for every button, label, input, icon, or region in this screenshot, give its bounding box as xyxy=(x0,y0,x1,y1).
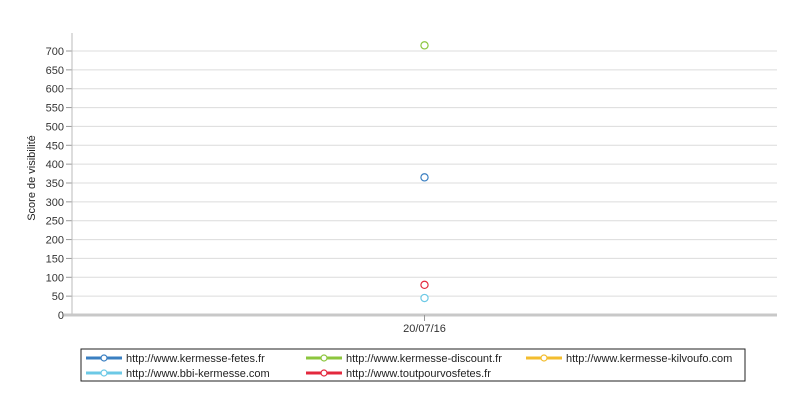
legend-swatch-marker xyxy=(100,369,108,377)
y-tick-label: 300 xyxy=(46,197,64,209)
legend-label: http://www.bbi-kermesse.com xyxy=(126,368,270,380)
data-point xyxy=(420,173,429,182)
legend: http://www.kermesse-fetes.fr http://www.k… xyxy=(80,348,746,382)
legend-label: http://www.toutpourvosfetes.fr xyxy=(346,368,491,380)
y-tick-label: 0 xyxy=(58,310,64,322)
legend-item: http://www.kermesse-discount.fr xyxy=(306,353,502,365)
legend-swatch-marker xyxy=(320,369,328,377)
legend-swatch-marker xyxy=(320,354,328,362)
legend-swatch-marker xyxy=(540,354,548,362)
legend-label: http://www.kermesse-fetes.fr xyxy=(126,353,265,365)
data-points xyxy=(420,41,429,303)
y-tick-label: 200 xyxy=(46,235,64,247)
data-point xyxy=(420,280,429,290)
y-tick-label: 150 xyxy=(46,253,64,265)
legend-swatch-marker xyxy=(100,354,108,362)
y-tick-label: 650 xyxy=(46,65,64,77)
x-tick-labels: 20/07/16 xyxy=(403,323,446,335)
y-tick-labels: 0 50 100 150 200 250 300 350 400 450 500 550 600 650 7… xyxy=(46,46,64,322)
y-tick-label: 50 xyxy=(52,291,64,303)
y-axis-title: Score de visibilité xyxy=(26,135,38,221)
y-tick-label: 400 xyxy=(46,159,64,171)
legend-box xyxy=(80,348,746,382)
x-tick-label: 20/07/16 xyxy=(403,323,446,335)
axes xyxy=(64,33,777,321)
legend-label: http://www.kermesse-discount.fr xyxy=(346,353,502,365)
y-tick-label: 450 xyxy=(46,140,64,152)
legend-item: http://www.kermesse-fetes.fr xyxy=(86,353,265,365)
y-tick-label: 100 xyxy=(46,272,64,284)
legend-item: http://www.kermesse-kilvoufo.com xyxy=(526,353,732,365)
y-tick-label: 350 xyxy=(46,178,64,190)
data-point xyxy=(420,293,429,303)
y-tick-label: 500 xyxy=(46,121,64,133)
y-tick-label: 550 xyxy=(46,103,64,115)
legend-item: http://www.bbi-kermesse.com xyxy=(86,368,270,380)
data-point xyxy=(420,41,429,50)
legend-item: http://www.toutpourvosfetes.fr xyxy=(306,368,491,380)
y-tick-label: 250 xyxy=(46,216,64,228)
grid-lines xyxy=(72,50,777,297)
y-tick-label: 600 xyxy=(46,84,64,96)
legend-label: http://www.kermesse-kilvoufo.com xyxy=(566,353,732,365)
y-tick-label: 700 xyxy=(46,46,64,58)
